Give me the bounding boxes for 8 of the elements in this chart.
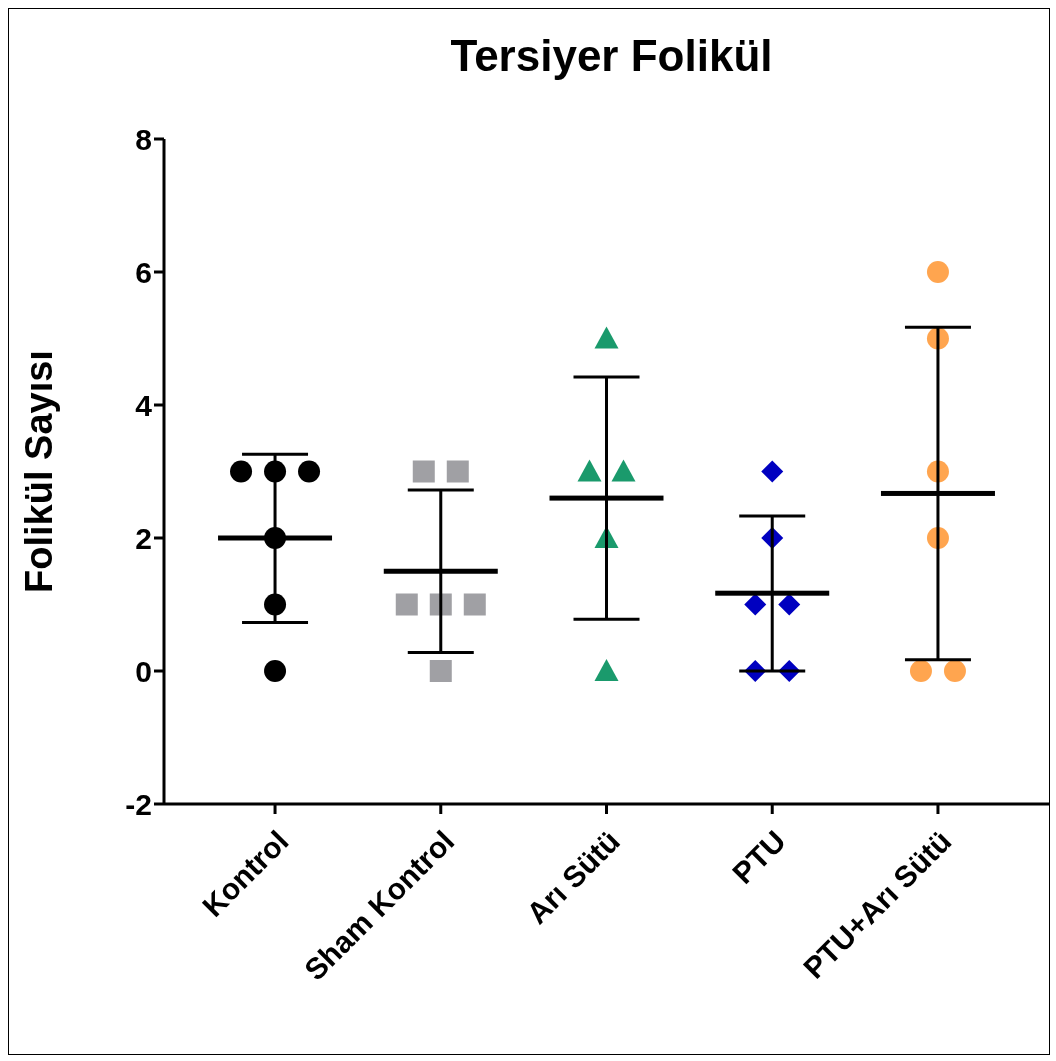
y-tick-label: 0 bbox=[135, 654, 152, 688]
y-tick-label: -2 bbox=[125, 787, 152, 821]
y-tick-label: 2 bbox=[135, 521, 152, 555]
chart-title: Tersiyer Folikül bbox=[449, 31, 774, 81]
y-tick-label: 8 bbox=[135, 122, 152, 156]
y-tick-label: 6 bbox=[135, 255, 152, 289]
y-axis-title: Folikül Sayısı bbox=[18, 350, 61, 593]
y-tick-label: 4 bbox=[135, 388, 153, 422]
